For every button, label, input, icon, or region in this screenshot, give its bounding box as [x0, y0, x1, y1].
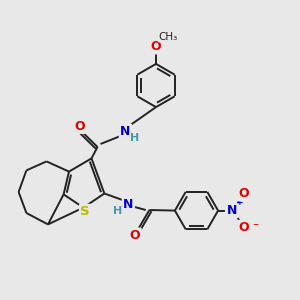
Text: O: O [238, 221, 249, 234]
Text: O: O [238, 187, 249, 200]
Text: ⁻: ⁻ [252, 221, 258, 234]
Text: O: O [74, 119, 85, 133]
Text: N: N [120, 125, 130, 138]
Text: +: + [236, 198, 243, 207]
Text: H: H [113, 206, 122, 216]
Text: O: O [151, 40, 161, 53]
Text: CH₃: CH₃ [158, 32, 178, 42]
Text: O: O [130, 229, 140, 242]
Text: N: N [123, 198, 134, 211]
Text: H: H [130, 133, 140, 143]
Text: S: S [80, 205, 90, 218]
Text: N: N [226, 204, 237, 217]
